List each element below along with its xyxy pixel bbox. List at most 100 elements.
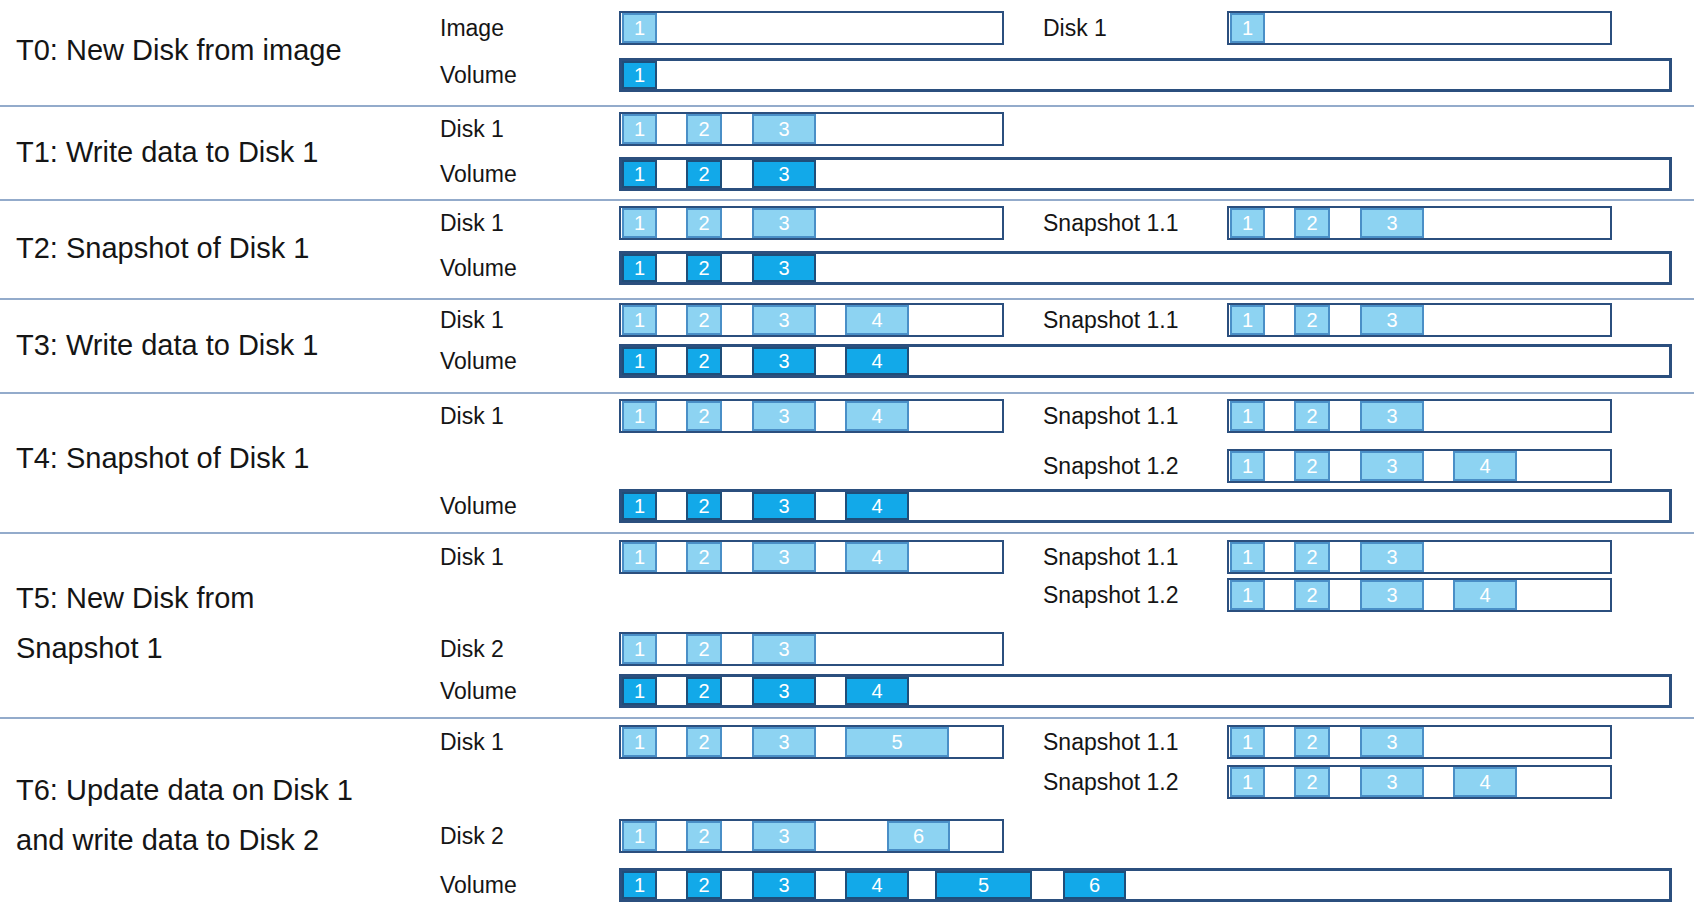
block-3: 3	[752, 677, 816, 705]
label-t4-snapshot-1-2: Snapshot 1.2	[1043, 449, 1179, 483]
block-1: 1	[622, 821, 657, 851]
bar-t4-snapshot-1-2: 1234	[1227, 449, 1612, 483]
block-4: 4	[1453, 451, 1517, 481]
bar-t6-disk-2: 1236	[619, 819, 1004, 853]
block-1: 1	[622, 254, 657, 282]
title-line: T1: Write data to Disk 1	[16, 127, 318, 177]
block-1: 1	[1230, 727, 1265, 757]
block-3: 3	[752, 871, 816, 899]
block-2: 2	[1294, 208, 1330, 238]
block-1: 1	[622, 208, 657, 238]
bar-t4-disk-1: 1234	[619, 399, 1004, 433]
block-1: 1	[622, 114, 657, 144]
block-1: 1	[622, 871, 657, 899]
block-1: 1	[1230, 767, 1265, 797]
bar-t4-volume: 1234	[619, 489, 1672, 523]
block-2: 2	[686, 727, 722, 757]
block-5: 5	[845, 727, 949, 757]
block-4: 4	[1453, 767, 1517, 797]
block-2: 2	[686, 114, 722, 144]
block-2: 2	[1294, 542, 1330, 572]
block-1: 1	[622, 727, 657, 757]
bar-t2-snapshot-1-1: 123	[1227, 206, 1612, 240]
title-line: T4: Snapshot of Disk 1	[16, 433, 309, 483]
label-t2-snapshot-1-1: Snapshot 1.1	[1043, 206, 1179, 240]
title-line: Snapshot 1	[16, 623, 254, 673]
label-t5-disk-1: Disk 1	[440, 540, 504, 574]
block-2: 2	[1294, 727, 1330, 757]
block-1: 1	[1230, 451, 1265, 481]
bar-t1-disk-1: 123	[619, 112, 1004, 146]
bar-t5-snapshot-1-2: 1234	[1227, 578, 1612, 612]
section-separator-4	[0, 392, 1694, 394]
label-t6-disk-1: Disk 1	[440, 725, 504, 759]
block-3: 3	[752, 542, 816, 572]
label-t6-snapshot-1-2: Snapshot 1.2	[1043, 765, 1179, 799]
block-3: 3	[752, 821, 816, 851]
block-3: 3	[752, 254, 816, 282]
block-2: 2	[686, 160, 722, 188]
section-title-t1: T1: Write data to Disk 1	[16, 127, 318, 177]
block-1: 1	[622, 677, 657, 705]
block-2: 2	[1294, 767, 1330, 797]
section-separator-6	[0, 717, 1694, 719]
block-3: 3	[752, 492, 816, 520]
label-t0-disk-1: Disk 1	[1043, 11, 1107, 45]
block-2: 2	[686, 208, 722, 238]
block-2: 2	[686, 305, 722, 335]
block-3: 3	[752, 208, 816, 238]
section-title-t3: T3: Write data to Disk 1	[16, 320, 318, 370]
title-line: T5: New Disk from	[16, 573, 254, 623]
label-t1-disk-1: Disk 1	[440, 112, 504, 146]
block-3: 3	[1360, 727, 1424, 757]
bar-t6-snapshot-1-2: 1234	[1227, 765, 1612, 799]
block-1: 1	[622, 401, 657, 431]
label-t2-volume: Volume	[440, 251, 517, 285]
section-separator-1	[0, 105, 1694, 107]
block-4: 4	[845, 492, 909, 520]
block-4: 4	[845, 347, 909, 375]
bar-t1-volume: 123	[619, 157, 1672, 191]
block-1: 1	[622, 347, 657, 375]
block-4: 4	[845, 305, 909, 335]
label-t3-volume: Volume	[440, 344, 517, 378]
block-2: 2	[686, 401, 722, 431]
block-4: 4	[845, 401, 909, 431]
section-title-t2: T2: Snapshot of Disk 1	[16, 223, 309, 273]
block-3: 3	[1360, 208, 1424, 238]
bar-t3-volume: 1234	[619, 344, 1672, 378]
block-2: 2	[1294, 401, 1330, 431]
label-t2-disk-1: Disk 1	[440, 206, 504, 240]
block-1: 1	[1230, 208, 1265, 238]
bar-t0-disk-1: 1	[1227, 11, 1612, 45]
bar-t6-volume: 123456	[619, 868, 1672, 902]
block-4: 4	[845, 542, 909, 572]
block-6: 6	[887, 821, 950, 851]
block-1: 1	[1230, 305, 1265, 335]
bar-t5-snapshot-1-1: 123	[1227, 540, 1612, 574]
label-t1-volume: Volume	[440, 157, 517, 191]
block-1: 1	[1230, 13, 1265, 43]
section-title-t0: T0: New Disk from image	[16, 25, 342, 75]
block-3: 3	[1360, 305, 1424, 335]
block-2: 2	[686, 677, 722, 705]
block-3: 3	[752, 401, 816, 431]
label-t6-disk-2: Disk 2	[440, 819, 504, 853]
title-line: T0: New Disk from image	[16, 25, 342, 75]
block-2: 2	[1294, 580, 1330, 610]
bar-t0-volume: 1	[619, 58, 1672, 92]
bar-t3-snapshot-1-1: 123	[1227, 303, 1612, 337]
section-title-t6: T6: Update data on Disk 1and write data …	[16, 765, 353, 865]
title-line: and write data to Disk 2	[16, 815, 353, 865]
title-line: T6: Update data on Disk 1	[16, 765, 353, 815]
bar-t2-disk-1: 123	[619, 206, 1004, 240]
block-6: 6	[1063, 871, 1126, 899]
block-1: 1	[1230, 401, 1265, 431]
block-3: 3	[752, 305, 816, 335]
block-3: 3	[752, 347, 816, 375]
label-t6-volume: Volume	[440, 868, 517, 902]
block-3: 3	[752, 727, 816, 757]
label-t4-volume: Volume	[440, 489, 517, 523]
block-1: 1	[622, 492, 657, 520]
section-separator-2	[0, 199, 1694, 201]
